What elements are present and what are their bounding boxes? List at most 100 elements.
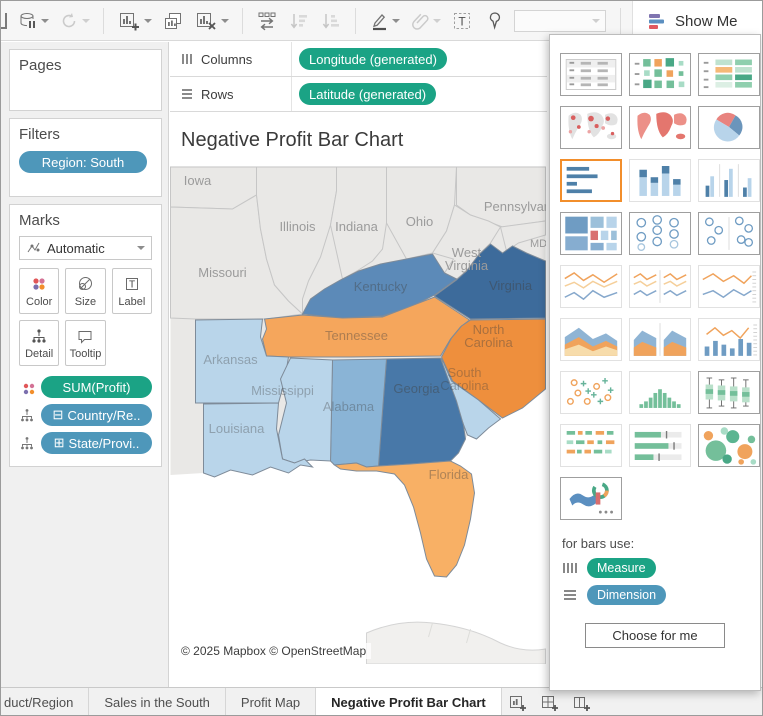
pill-latitude-generated[interactable]: Latitude (generated)	[299, 83, 437, 105]
new-worksheet-button[interactable]	[115, 8, 154, 34]
filled-map[interactable]: Iowa Illinois Indiana Ohio Pennsylvania Misso…	[170, 167, 546, 664]
sheet-tab-duct-region[interactable]: duct/Region	[1, 688, 90, 715]
toolbar: T Show Me	[1, 1, 762, 41]
sort-ascending-button[interactable]	[286, 8, 312, 34]
chart-type-heat-map[interactable]	[629, 53, 691, 96]
chart-type-stacked-bars[interactable]	[629, 159, 691, 202]
new-story-button[interactable]	[566, 688, 598, 715]
chart-type-discrete-area[interactable]	[629, 318, 691, 361]
chart-type-highlight-table[interactable]	[698, 53, 760, 96]
map-label-md: MD	[530, 238, 546, 250]
chart-type-gantt[interactable]	[560, 424, 622, 467]
chart-type-dual-lines[interactable]	[698, 265, 760, 308]
clear-sheet-button[interactable]	[192, 8, 231, 34]
sheet-tab-profit-map[interactable]: Profit Map	[226, 688, 317, 715]
for-bars-label: for bars use:	[562, 536, 635, 551]
map-state-louisiana[interactable]	[203, 402, 314, 478]
highlight-table-icon	[703, 58, 753, 89]
chart-type-pie-chart[interactable]	[698, 106, 760, 149]
chart-type-box-and-whisker[interactable]	[698, 371, 760, 414]
color-button[interactable]: Color	[19, 268, 60, 314]
choose-for-me-button[interactable]: Choose for me	[585, 623, 725, 648]
rows-shelf-area[interactable]: Latitude (generated)	[292, 83, 547, 105]
detail-button[interactable]: Detail	[19, 320, 60, 366]
fit-dropdown[interactable]	[514, 9, 606, 32]
columns-shelf-area[interactable]: Longitude (generated)	[292, 48, 547, 70]
chart-type-continuous-lines[interactable]	[560, 265, 622, 308]
chart-type-show-more[interactable]	[560, 477, 622, 520]
fix-axes-button[interactable]	[481, 8, 505, 34]
chart-type-histogram[interactable]	[629, 371, 691, 414]
map-state-maryland	[499, 220, 546, 252]
refresh-data-button[interactable]	[57, 9, 92, 33]
sheet-tab-sales-in-the-south[interactable]: Sales in the South	[89, 688, 226, 715]
horizontal-bars-icon	[566, 166, 598, 194]
duplicate-sheet-button[interactable]	[160, 8, 186, 34]
marks-pill-label: State/Provi..	[68, 435, 140, 451]
chart-type-grid	[550, 35, 760, 520]
map-state-florida[interactable]	[333, 460, 476, 578]
new-dashboard-icon	[542, 696, 559, 711]
rows-shelf[interactable]: Rows Latitude (generated)	[170, 77, 547, 112]
chart-type-symbol-map[interactable]	[560, 106, 622, 149]
chart-type-side-by-side-circles[interactable]	[698, 212, 760, 255]
show-mark-labels-button[interactable]: T	[449, 8, 475, 34]
label-button[interactable]: T Label	[111, 268, 152, 314]
chart-type-scatter-plot[interactable]	[560, 371, 622, 414]
chart-type-continuous-area[interactable]	[560, 318, 622, 361]
group-members-button[interactable]	[408, 8, 443, 34]
map-state-arkansas[interactable]	[195, 318, 290, 404]
sheet-tab-negative-profit-bar-chart[interactable]: Negative Profit Bar Chart	[316, 688, 502, 715]
highlighter-icon	[373, 13, 386, 30]
show-more-icon	[569, 482, 613, 514]
tooltip-button[interactable]: Tooltip	[65, 320, 106, 366]
columns-icon	[563, 563, 577, 573]
chart-type-circle-views[interactable]	[629, 212, 691, 255]
map-state-virginia[interactable]	[433, 243, 546, 320]
pause-auto-updates-button[interactable]	[16, 9, 51, 33]
chart-type-dual-combination[interactable]	[698, 318, 760, 361]
sort-ascending-icon	[290, 13, 307, 29]
filters-title: Filters	[19, 126, 60, 143]
pill-longitude-generated[interactable]: Longitude (generated)	[299, 48, 447, 70]
filled-map-icon	[637, 112, 687, 140]
pages-shelf[interactable]: Pages	[9, 49, 162, 111]
swap-rows-columns-button[interactable]	[254, 8, 280, 34]
mark-type-dropdown[interactable]: Automatic	[19, 236, 152, 260]
chart-type-filled-map[interactable]	[629, 106, 691, 149]
marks-card: Marks Automatic Color Size T Label Detail Too…	[9, 204, 162, 467]
marks-pill-0[interactable]: SUM(Profit)	[41, 376, 152, 398]
expand-collapse-glyph[interactable]: ⊟	[52, 407, 64, 422]
new-worksheet-button[interactable]	[502, 688, 534, 715]
svg-text:T: T	[458, 14, 466, 28]
filter-pill-region-south[interactable]: Region: South	[19, 151, 147, 173]
dropdown-caret	[82, 18, 90, 23]
dropdown-caret	[144, 18, 152, 23]
scatter-plot-icon	[566, 378, 614, 405]
columns-shelf[interactable]: Columns Longitude (generated)	[170, 42, 547, 77]
chart-type-bullet-graph[interactable]	[629, 424, 691, 467]
dimension-requirement-row: Dimension	[562, 585, 760, 605]
chart-type-packed-bubbles[interactable]	[698, 424, 760, 467]
sort-descending-button[interactable]	[318, 8, 344, 34]
circle-views-icon	[636, 215, 679, 251]
highlight-button[interactable]	[367, 8, 402, 34]
chart-type-treemap[interactable]	[560, 212, 622, 255]
filters-shelf[interactable]: Filters Region: South	[9, 118, 162, 197]
toolbar-separator	[242, 7, 243, 34]
chart-type-horizontal-bars[interactable]	[560, 159, 622, 202]
map-label-missouri: Missouri	[198, 265, 247, 280]
chart-type-side-by-side-bars[interactable]	[698, 159, 760, 202]
chart-type-discrete-lines[interactable]	[629, 265, 691, 308]
new-dashboard-button[interactable]	[534, 688, 566, 715]
expand-collapse-glyph[interactable]: ⊞	[53, 435, 65, 450]
chart-type-text-table[interactable]	[560, 53, 622, 96]
map-view[interactable]: Iowa Illinois Indiana Ohio Pennsylvania Misso…	[170, 166, 546, 664]
shelves: Columns Longitude (generated) Rows Latit…	[170, 42, 547, 112]
marks-pill-2[interactable]: ⊞ State/Provi..	[41, 432, 152, 454]
columns-icon	[182, 54, 192, 64]
rows-label-text: Rows	[201, 86, 234, 102]
marks-pill-1[interactable]: ⊟ Country/Re..	[41, 404, 152, 426]
size-button[interactable]: Size	[65, 268, 106, 314]
clipped-toolbar-icon	[1, 12, 7, 29]
